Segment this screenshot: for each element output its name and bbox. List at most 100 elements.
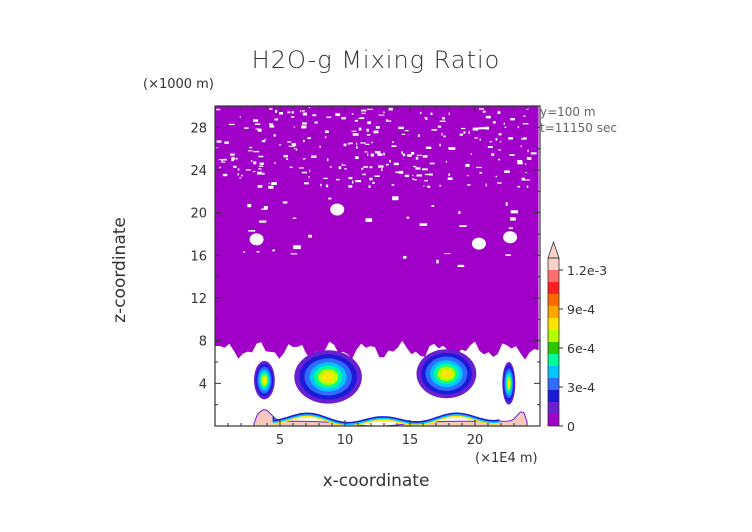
dry-speck <box>245 169 251 171</box>
dry-speck <box>398 170 404 174</box>
dry-speck <box>215 147 219 149</box>
dry-pocket <box>471 237 486 250</box>
dry-speck <box>439 184 442 187</box>
dry-speck <box>301 110 305 112</box>
dry-speck <box>293 126 296 128</box>
dry-speck <box>273 134 276 137</box>
dry-speck <box>367 153 369 156</box>
dry-speck <box>361 109 367 112</box>
dry-speck <box>314 121 318 124</box>
dry-speck <box>395 171 401 174</box>
dry-speck <box>474 137 479 139</box>
dry-patch <box>272 249 276 252</box>
dry-speck <box>299 167 304 169</box>
dry-speck <box>347 143 351 145</box>
dry-patch <box>431 205 435 207</box>
dry-speck <box>365 143 370 145</box>
dry-speck <box>360 117 365 120</box>
dry-speck <box>385 119 389 122</box>
dry-speck <box>219 166 221 169</box>
dry-speck <box>354 156 359 160</box>
dry-speck <box>222 173 228 177</box>
dry-speck <box>476 166 482 169</box>
colorbar-swatch <box>548 342 559 354</box>
colorbar-swatch <box>548 366 559 378</box>
dry-speck <box>351 180 354 184</box>
dry-speck <box>467 184 471 186</box>
dry-speck <box>517 126 520 128</box>
dry-speck <box>302 112 307 116</box>
dry-speck <box>401 133 406 136</box>
dry-speck <box>523 137 527 140</box>
dry-speck <box>364 151 368 153</box>
dry-speck <box>482 110 486 113</box>
dry-patch <box>290 253 298 255</box>
field-layer <box>215 106 540 426</box>
dry-speck <box>235 157 238 160</box>
colorbar-label: 1.2e-3 <box>567 263 607 278</box>
dry-speck <box>422 155 428 158</box>
dry-speck <box>269 125 275 128</box>
dry-speck <box>504 126 507 129</box>
dry-speck <box>381 168 383 172</box>
dry-speck <box>231 158 234 162</box>
y-tick-label: 4 <box>199 377 207 392</box>
dry-speck <box>288 145 295 147</box>
dry-speck <box>301 171 308 174</box>
plume-far-west-level-6 <box>262 376 267 384</box>
dry-speck <box>525 171 528 174</box>
dry-speck <box>308 176 310 178</box>
dry-speck <box>497 111 501 115</box>
dry-speck <box>253 150 260 153</box>
dry-speck <box>358 127 362 131</box>
dry-patch <box>510 217 516 221</box>
dry-speck <box>498 149 502 151</box>
dry-speck <box>264 138 267 140</box>
dry-speck <box>336 178 340 181</box>
dry-speck <box>386 120 392 122</box>
surface-band-0 <box>272 415 500 426</box>
dry-speck <box>470 153 473 155</box>
dry-speck <box>343 168 347 170</box>
dry-speck <box>530 152 537 155</box>
dry-speck <box>362 173 366 176</box>
dry-speck <box>448 173 451 176</box>
dry-speck <box>481 127 486 130</box>
colorbar-swatch <box>548 258 559 270</box>
dry-patch <box>247 203 252 208</box>
dry-pocket <box>249 233 264 246</box>
dry-speck <box>437 125 442 128</box>
dry-speck <box>478 108 484 110</box>
dry-patch <box>242 251 246 253</box>
dry-speck <box>374 150 381 154</box>
dry-speck <box>478 127 482 130</box>
colorbar-swatch <box>548 318 559 330</box>
dry-speck <box>367 121 372 125</box>
dry-speck <box>218 159 224 161</box>
dry-speck <box>366 128 369 132</box>
dry-speck <box>430 112 433 116</box>
dry-speck <box>279 112 284 115</box>
dry-speck <box>517 162 523 165</box>
dry-speck <box>497 182 502 184</box>
dry-speck <box>253 161 257 165</box>
dry-speck <box>341 164 346 166</box>
dry-speck <box>358 117 362 119</box>
dry-speck <box>517 159 522 163</box>
dry-speck <box>524 163 527 165</box>
dry-speck <box>301 125 307 129</box>
dry-speck <box>299 110 301 113</box>
dry-speck <box>373 130 379 134</box>
dry-patch <box>402 255 407 259</box>
colorbar-swatch <box>548 402 559 414</box>
y-tick-label: 16 <box>190 249 207 264</box>
dry-speck <box>216 140 222 143</box>
dry-speck <box>393 162 399 166</box>
y-tick-label: 28 <box>190 121 207 136</box>
dry-speck <box>377 153 383 156</box>
dry-speck <box>479 171 483 174</box>
colorbar-label: 9e-4 <box>567 302 595 317</box>
dry-speck <box>303 139 305 143</box>
dry-speck <box>295 148 298 151</box>
dry-speck <box>424 179 428 182</box>
